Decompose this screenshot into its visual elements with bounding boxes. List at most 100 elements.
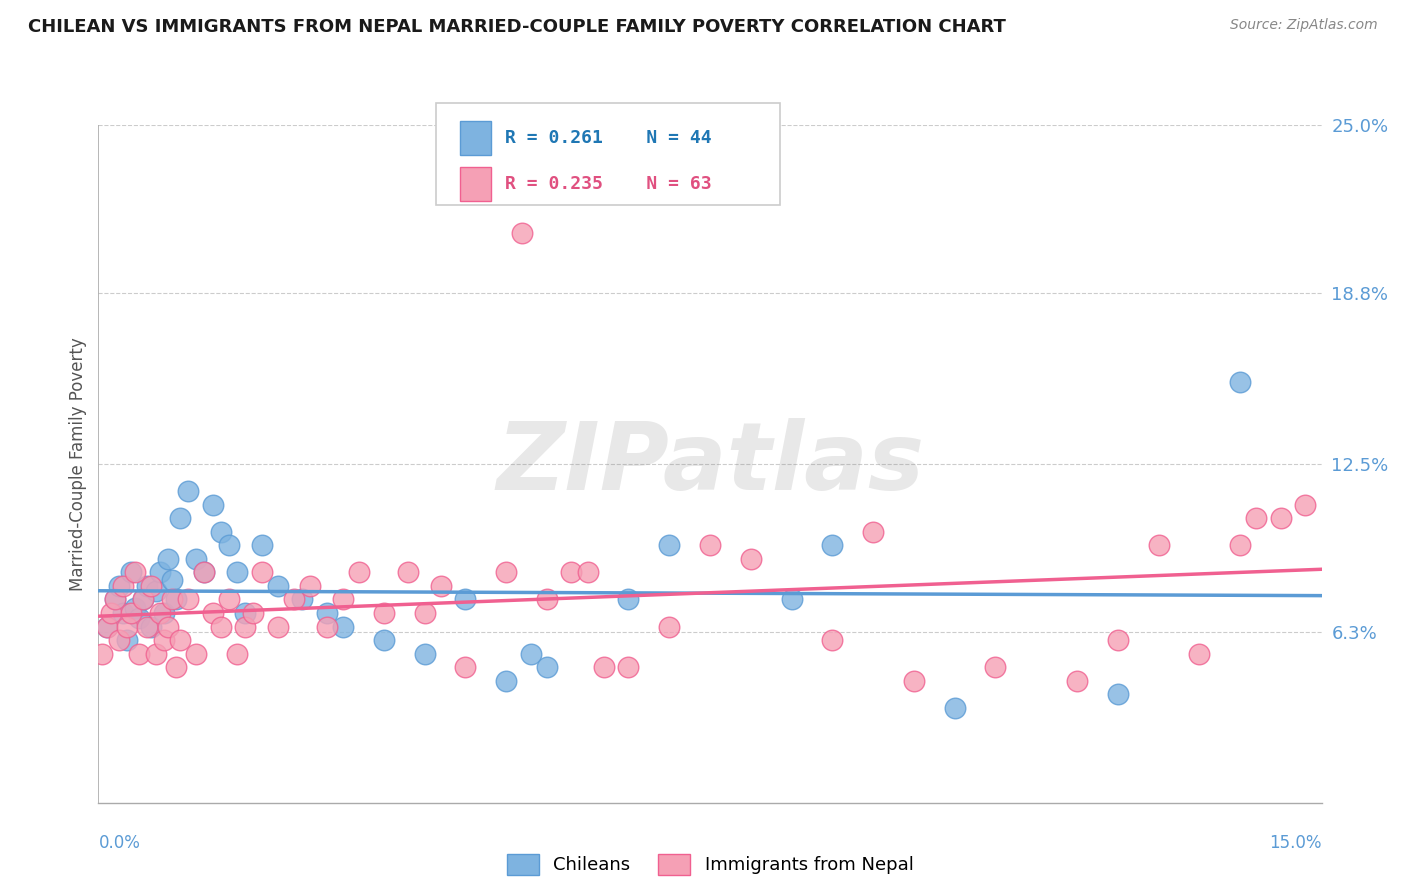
Point [96,619,118,633]
Point [209,524,232,539]
Point [332,592,354,607]
Text: ZIPatlas: ZIPatlas [496,417,924,510]
Point [396,566,419,580]
Point [1229,376,1251,390]
Point [193,566,215,580]
Point [108,633,131,648]
Point [149,566,172,580]
Point [111,606,134,620]
Point [283,592,305,607]
Point [132,592,155,607]
Point [91,647,114,661]
Legend: Chileans, Immigrants from Nepal: Chileans, Immigrants from Nepal [499,847,921,882]
Point [821,633,844,648]
Point [201,498,224,512]
Point [740,551,762,566]
Point [413,647,436,661]
Point [193,566,215,580]
Point [250,538,273,552]
Point [576,566,599,580]
Point [430,579,453,593]
Point [250,566,273,580]
Point [209,619,232,633]
Point [658,619,681,633]
Point [104,592,127,607]
Point [141,579,163,593]
Point [903,673,925,688]
Point [291,592,314,607]
Point [943,701,966,715]
Point [984,660,1007,674]
Point [536,592,558,607]
Point [233,619,256,633]
Point [177,592,200,607]
Text: R = 0.261    N = 44: R = 0.261 N = 44 [505,129,711,147]
Point [169,633,191,648]
Point [495,673,517,688]
Point [349,566,371,580]
Point [108,579,131,593]
Point [267,579,290,593]
Point [617,592,640,607]
Point [862,524,884,539]
Point [156,619,179,633]
Point [96,619,118,633]
Text: 0.0%: 0.0% [98,834,141,852]
Point [136,619,159,633]
Point [495,566,517,580]
Point [617,660,640,674]
Point [111,579,134,593]
Point [160,592,183,607]
Point [233,606,256,620]
Point [136,579,159,593]
Point [821,538,844,552]
Point [165,592,187,607]
Point [1066,673,1088,688]
Point [699,538,721,552]
Point [1188,647,1211,661]
Point [315,606,337,620]
Point [120,606,142,620]
Point [1107,687,1129,701]
Point [201,606,224,620]
Point [519,647,541,661]
Point [145,584,167,599]
Point [115,633,138,648]
Point [160,574,183,588]
Point [124,566,146,580]
Point [332,619,354,633]
Point [780,592,803,607]
Point [1147,538,1170,552]
Text: CHILEAN VS IMMIGRANTS FROM NEPAL MARRIED-COUPLE FAMILY POVERTY CORRELATION CHART: CHILEAN VS IMMIGRANTS FROM NEPAL MARRIED… [28,18,1007,36]
Point [593,660,616,674]
Point [512,227,534,241]
Point [226,647,249,661]
Point [177,483,200,498]
Point [242,606,264,620]
Point [413,606,436,620]
Point [454,660,477,674]
Point [1294,498,1316,512]
Point [152,633,174,648]
Point [104,592,127,607]
Point [560,566,582,580]
Point [115,619,138,633]
Text: Source: ZipAtlas.com: Source: ZipAtlas.com [1230,18,1378,32]
Point [120,566,142,580]
Point [454,592,477,607]
Point [299,579,322,593]
Point [152,606,174,620]
Point [373,633,395,648]
Point [145,647,167,661]
Point [186,551,208,566]
Point [1229,538,1251,552]
Point [1270,511,1292,525]
Point [124,600,146,615]
Point [315,619,337,633]
Point [267,619,290,633]
Point [165,660,187,674]
Point [169,511,191,525]
Point [128,611,150,625]
Point [218,538,240,552]
Point [373,606,395,620]
